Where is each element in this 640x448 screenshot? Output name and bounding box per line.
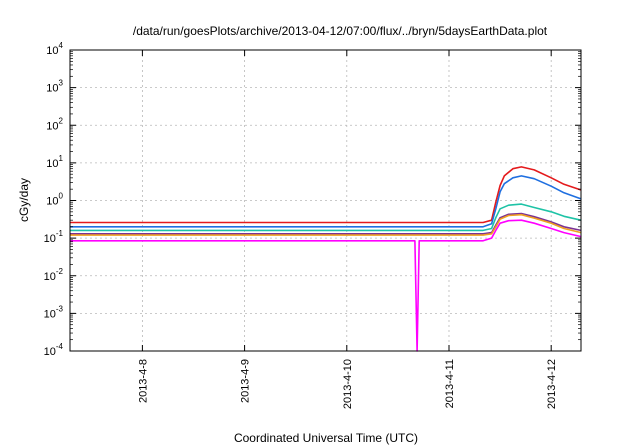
x-axis-label: Coordinated Universal Time (UTC) [234, 431, 418, 445]
series-group [70, 166, 582, 352]
series-line-4 [70, 212, 582, 235]
grid [70, 49, 581, 352]
x-tick-label: 2013-4-9 [240, 359, 252, 403]
chart-title: /data/run/goesPlots/archive/2013-04-12/0… [133, 24, 548, 38]
y-axis-label: cGy/day [17, 178, 31, 222]
x-tick-label: 2013-4-12 [546, 359, 558, 409]
x-tick-label: 2013-4-8 [137, 359, 149, 403]
y-axis: 10-4 10-3 10-2 10-1 100 101 102 103 104 [44, 41, 581, 358]
series-line-2 [70, 175, 582, 228]
y-tick-label: 10-1 [44, 229, 64, 245]
series-line-1 [70, 166, 582, 224]
y-tick-label: 101 [46, 154, 63, 170]
series-line-5 [70, 213, 582, 236]
x-tick-label: 2013-4-11 [444, 359, 456, 408]
x-axis: 2013-4-8 2013-4-9 2013-4-10 2013-4-11 2013-4… [137, 50, 558, 409]
series-line-6 [70, 219, 582, 352]
y-tick-label: 10-3 [44, 304, 64, 320]
y-tick-label: 102 [46, 116, 63, 132]
y-tick-label: 103 [46, 79, 63, 95]
y-tick-label: 10-4 [44, 342, 64, 358]
x-tick-label: 2013-4-10 [342, 359, 354, 409]
y-tick-label: 10-2 [44, 267, 64, 283]
series-line-3 [70, 203, 582, 232]
y-tick-label: 100 [46, 192, 63, 208]
y-tick-label: 104 [46, 41, 63, 57]
